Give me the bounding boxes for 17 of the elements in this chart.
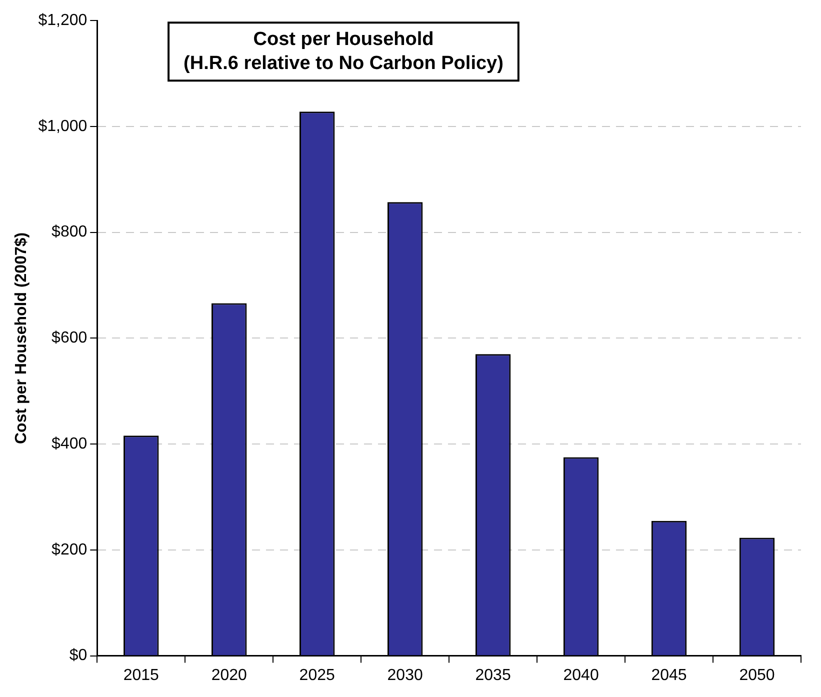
- x-tick-label: 2040: [563, 666, 599, 684]
- y-tick-label: $0: [69, 647, 88, 664]
- x-tick-label: 2015: [123, 666, 160, 684]
- y-tick-label: $1,000: [38, 118, 88, 135]
- y-tick-label: $200: [52, 541, 88, 558]
- x-tick-label: 2045: [651, 666, 687, 684]
- y-tick-label: $400: [52, 435, 88, 452]
- x-tick-label: 2020: [211, 666, 248, 684]
- y-tick-label: $600: [52, 330, 88, 347]
- text: Cost per Household (H.R.6 relative to No Carbon Policy): [184, 28, 504, 74]
- x-tick-label: 2030: [387, 666, 423, 684]
- y-axis-title: Cost per Household (2007$): [13, 232, 30, 444]
- y-tick-label: $800: [52, 224, 88, 241]
- y-tick-label: $1,200: [38, 12, 88, 30]
- x-tick-label: 2025: [299, 666, 335, 684]
- x-tick-label: 2050: [739, 666, 775, 684]
- x-tick-label: 2035: [475, 666, 511, 684]
